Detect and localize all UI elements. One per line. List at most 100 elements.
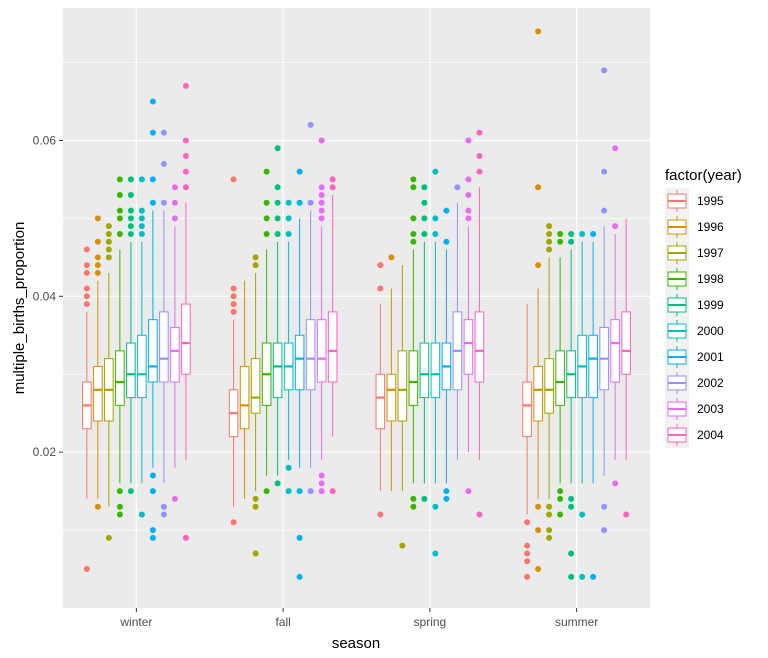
outlier-point [410,495,417,502]
outlier-point [127,230,134,237]
outlier-point [399,542,406,549]
outlier-point [285,230,292,237]
outlier-point [318,137,325,144]
x-axis-title: season [332,635,380,652]
legend-item-2003: 2003 [665,396,724,422]
outlier-point [274,199,281,206]
legend-label: 1998 [697,272,724,286]
outlier-point [465,137,472,144]
outlier-point [263,168,270,175]
outlier-point [149,488,156,495]
box-2001-spring [441,207,452,502]
outlier-point [230,285,237,292]
legend-item-1995: 1995 [665,188,724,214]
outlier-point [116,488,123,495]
box-2002-fall [305,121,316,495]
outlier-point [476,129,483,136]
outlier-point [432,215,439,222]
outlier-point [535,262,542,269]
outlier-point [160,160,167,167]
outlier-point [263,199,270,206]
outlier-point [83,246,90,253]
box-body [250,358,261,414]
box-body [533,365,543,422]
legend-label: 2000 [697,324,724,338]
legend-label: 2002 [697,376,724,390]
outlier-point [138,230,145,237]
outlier-point [105,246,112,253]
box-1995-winter [82,246,92,573]
x-tick-label: winter [119,615,152,629]
box-2000-fall [283,199,294,495]
outlier-point [421,215,428,222]
box-1997-summer [544,223,554,541]
plot-panel [63,8,650,608]
box-body [305,319,316,391]
outlier-point [252,262,259,269]
outlier-point [171,199,178,206]
outlier-point [329,176,336,183]
y-tick-label: 0.04 [33,289,57,303]
outlier-point [318,488,325,495]
outlier-point [476,168,483,175]
outlier-point [535,503,542,510]
outlier-point [601,207,608,214]
box-1997-spring [397,265,408,549]
x-tick-label: fall [275,615,290,629]
outlier-point [454,184,461,191]
outlier-point [535,566,542,573]
box-body [463,319,474,375]
outlier-point [116,511,123,518]
box-body [93,365,103,422]
outlier-point [318,192,325,199]
outlier-point [524,573,531,580]
box-2003-fall [316,137,327,495]
box-body [474,311,485,383]
box-body [294,334,305,391]
box-body [621,311,631,375]
outlier-point [263,488,270,495]
x-tick-label: spring [414,615,447,629]
outlier-point [601,503,608,510]
outlier-point [171,495,178,502]
outlier-point [465,176,472,183]
outlier-point [285,488,292,495]
outlier-point [410,230,417,237]
box-body [430,342,441,399]
box-2003-summer [610,145,620,487]
outlier-point [535,184,542,191]
boxes [82,28,631,580]
outlier-point [149,98,156,105]
panel-background [63,8,650,608]
outlier-point [443,238,450,245]
outlier-point [377,262,384,269]
box-body [397,350,408,422]
outlier-point [568,503,575,510]
outlier-point [546,223,553,230]
box-body [522,381,532,438]
legend-item-2001: 2001 [665,344,724,370]
outlier-point [230,519,237,526]
legend-item-1998: 1998 [665,266,724,292]
outlier-point [116,503,123,510]
outlier-point [127,176,134,183]
legend-item-1997: 1997 [665,240,724,266]
outlier-point [171,184,178,191]
outlier-point [138,215,145,222]
outlier-point [105,254,112,261]
outlier-point [318,199,325,206]
box-2001-winter [148,98,158,541]
outlier-point [116,176,123,183]
outlier-point [557,488,564,495]
outlier-point [138,223,145,230]
box-1997-fall [250,254,261,557]
outlier-point [568,495,575,502]
outlier-point [318,480,325,487]
box-1996-fall [239,280,250,499]
outlier-point [252,254,259,261]
outlier-point [432,550,439,557]
outlier-point [579,230,586,237]
box-body [126,342,136,399]
outlier-point [263,215,270,222]
